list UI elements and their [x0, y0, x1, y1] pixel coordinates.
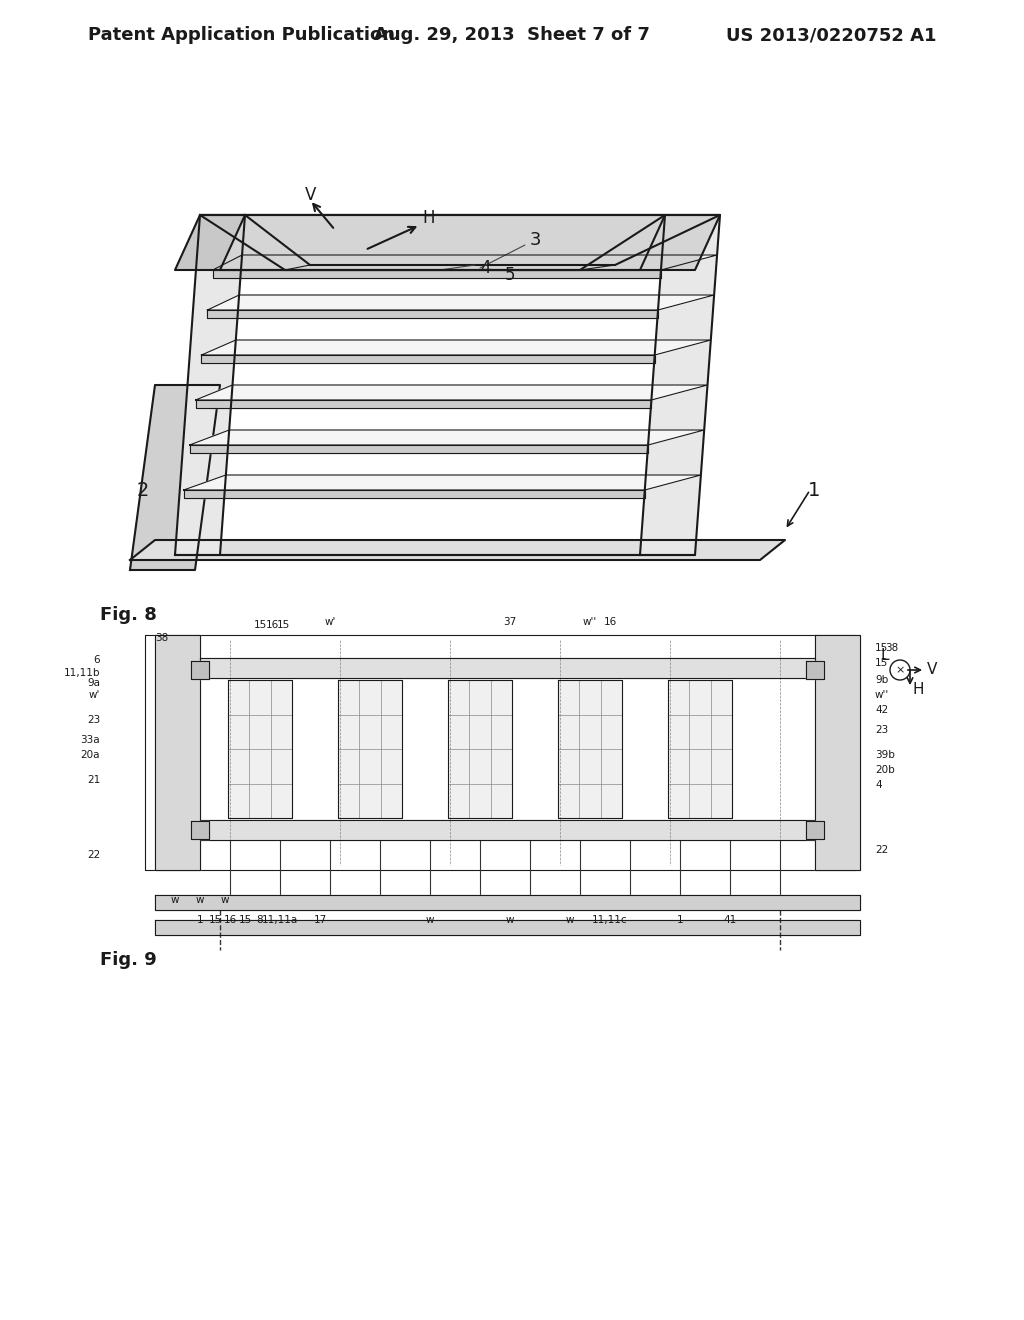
Polygon shape	[191, 821, 209, 840]
Text: 20b: 20b	[874, 766, 895, 775]
Text: 23: 23	[87, 715, 100, 725]
Polygon shape	[208, 294, 714, 310]
Polygon shape	[558, 680, 622, 818]
Text: 16: 16	[265, 620, 279, 630]
Polygon shape	[175, 215, 665, 271]
Polygon shape	[200, 657, 815, 678]
Text: w: w	[196, 895, 204, 906]
Text: w: w	[426, 915, 434, 925]
Text: w': w'	[89, 690, 100, 700]
Text: 39b: 39b	[874, 750, 895, 760]
Polygon shape	[338, 680, 402, 818]
Polygon shape	[155, 895, 860, 909]
Text: Aug. 29, 2013  Sheet 7 of 7: Aug. 29, 2013 Sheet 7 of 7	[374, 26, 650, 44]
Text: 17: 17	[313, 915, 327, 925]
Text: Fig. 9: Fig. 9	[100, 950, 157, 969]
Text: 37: 37	[504, 616, 517, 627]
Polygon shape	[191, 661, 209, 678]
Text: 9a: 9a	[87, 678, 100, 688]
Text: L: L	[880, 648, 889, 663]
Polygon shape	[130, 540, 785, 560]
Polygon shape	[449, 680, 512, 818]
Text: H: H	[422, 209, 434, 227]
Text: 23: 23	[874, 725, 888, 735]
Text: H: H	[912, 682, 924, 697]
Polygon shape	[200, 820, 815, 840]
Polygon shape	[806, 661, 824, 678]
Polygon shape	[668, 680, 732, 818]
Text: 11,11c: 11,11c	[592, 915, 628, 925]
Polygon shape	[208, 310, 658, 318]
Text: 16: 16	[603, 616, 616, 627]
Text: 15: 15	[208, 915, 221, 925]
Polygon shape	[228, 680, 292, 818]
Text: 41: 41	[723, 915, 736, 925]
Polygon shape	[130, 385, 220, 570]
Text: 22: 22	[874, 845, 888, 855]
Text: 1: 1	[677, 915, 683, 925]
Text: 15: 15	[276, 620, 290, 630]
Text: w'': w''	[583, 616, 597, 627]
Text: w: w	[221, 895, 229, 906]
Polygon shape	[806, 821, 824, 840]
Text: 6: 6	[93, 655, 100, 665]
Polygon shape	[202, 341, 711, 355]
Text: 3: 3	[530, 231, 542, 249]
Text: 38: 38	[155, 634, 168, 643]
Text: Patent Application Publication: Patent Application Publication	[88, 26, 395, 44]
Text: 4: 4	[480, 259, 490, 277]
Text: w: w	[171, 895, 179, 906]
Polygon shape	[189, 430, 705, 445]
Polygon shape	[189, 445, 648, 453]
Text: 5: 5	[505, 267, 515, 284]
Polygon shape	[196, 400, 651, 408]
Text: 2: 2	[137, 480, 150, 499]
Text: 9b: 9b	[874, 675, 888, 685]
Text: 15: 15	[253, 620, 266, 630]
Polygon shape	[155, 920, 860, 935]
Text: 4: 4	[874, 780, 882, 789]
Polygon shape	[220, 215, 720, 271]
Polygon shape	[815, 635, 860, 870]
Text: 1: 1	[197, 915, 204, 925]
Text: 20a: 20a	[81, 750, 100, 760]
Polygon shape	[183, 490, 645, 498]
Text: 15: 15	[874, 643, 888, 653]
Polygon shape	[213, 255, 717, 271]
Text: V: V	[305, 186, 316, 205]
Text: 1: 1	[808, 480, 820, 499]
Text: 16: 16	[223, 915, 237, 925]
Text: Fig. 8: Fig. 8	[100, 606, 157, 624]
Text: 15: 15	[239, 915, 252, 925]
Text: w: w	[506, 915, 514, 925]
Text: 42: 42	[874, 705, 888, 715]
Text: ×: ×	[895, 665, 904, 675]
Polygon shape	[196, 385, 708, 400]
Text: 8: 8	[257, 915, 263, 925]
Text: w: w	[565, 915, 574, 925]
Text: 21: 21	[87, 775, 100, 785]
Polygon shape	[640, 215, 720, 554]
Text: 11,11a: 11,11a	[262, 915, 298, 925]
Text: 33a: 33a	[80, 735, 100, 744]
Text: 38: 38	[885, 643, 898, 653]
Polygon shape	[213, 271, 660, 279]
Polygon shape	[183, 475, 700, 490]
Polygon shape	[155, 635, 200, 870]
Text: V: V	[927, 663, 937, 677]
Polygon shape	[202, 355, 654, 363]
Text: 11,11b: 11,11b	[63, 668, 100, 678]
Polygon shape	[175, 215, 245, 554]
Text: 15: 15	[874, 657, 888, 668]
Text: 22: 22	[87, 850, 100, 861]
Text: w': w'	[325, 616, 336, 627]
Text: US 2013/0220752 A1: US 2013/0220752 A1	[725, 26, 936, 44]
Text: w'': w''	[874, 690, 889, 700]
